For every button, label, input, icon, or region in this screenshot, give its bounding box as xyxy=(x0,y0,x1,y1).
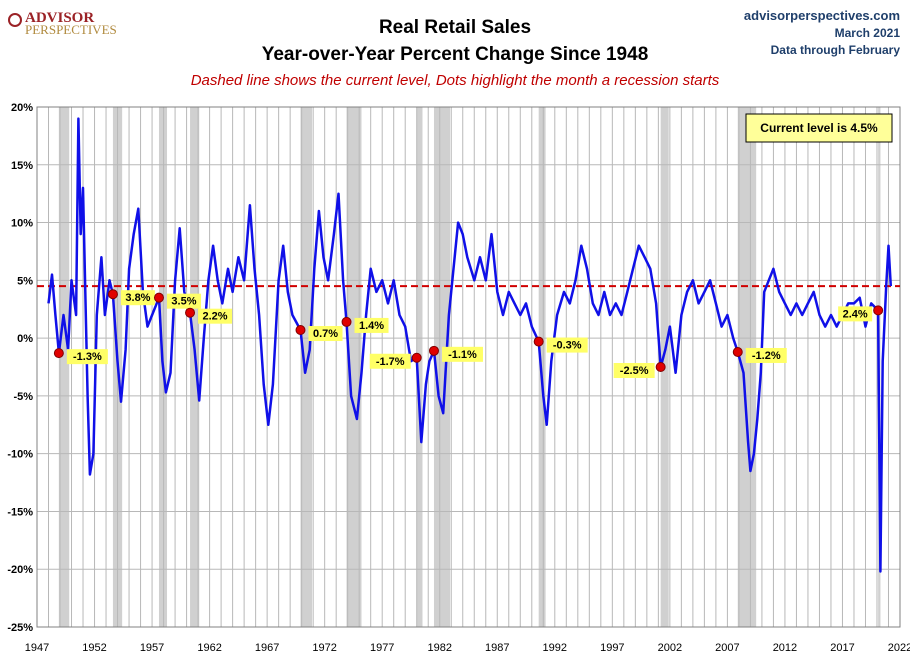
y-tick-label: -25% xyxy=(7,622,33,634)
series-line xyxy=(47,117,893,573)
recession-label-bg xyxy=(369,353,411,369)
recession-start-label: -1.3% xyxy=(73,351,102,363)
recession-start-label: -1.1% xyxy=(448,349,477,361)
y-tick-label: -20% xyxy=(7,564,33,576)
recession-start-dot xyxy=(107,289,118,300)
chart-note: Dashed line shows the current level, Dot… xyxy=(191,72,720,89)
recession-start-dot xyxy=(153,292,164,303)
recession-start-dot xyxy=(411,352,422,363)
x-axis: 1947 1952 1957 1962 1967 1972 1977 1982 1987 1992… xyxy=(25,642,910,654)
recession-start-label: -0.3% xyxy=(553,340,582,352)
recession-start-dot xyxy=(428,345,439,356)
recession-bands xyxy=(58,107,881,627)
x-tick-label: 2012 xyxy=(773,642,797,654)
recession-start-dots: -1.3% 3.8% 3.5% 2.2% 0.7% 1.4% -1.7% -1.1% -0.3%… xyxy=(53,289,884,378)
recession-start-dot xyxy=(873,305,884,316)
x-tick-label: 1972 xyxy=(312,642,336,654)
x-tick-label: 2002 xyxy=(658,642,682,654)
recession-start-dot xyxy=(533,336,544,347)
x-tick-label: 1952 xyxy=(82,642,106,654)
recession-band-5 xyxy=(346,107,362,627)
recession-start-label: 2.4% xyxy=(843,308,868,320)
logo-top: ADVISOR xyxy=(25,10,94,26)
plot-frame xyxy=(36,106,901,628)
recession-band-10 xyxy=(737,107,757,627)
recession-label-bg xyxy=(441,346,483,362)
current-level-text: Current level is 4.5% xyxy=(760,121,878,135)
y-tick-label: 20% xyxy=(11,102,33,114)
recession-band-0 xyxy=(58,107,70,627)
recession-start-label: 0.7% xyxy=(313,328,338,340)
recession-start-label: -1.2% xyxy=(752,350,781,362)
recession-start-label: -2.5% xyxy=(620,365,649,377)
recession-label-bg xyxy=(166,293,201,309)
recession-start-label: 2.2% xyxy=(202,311,227,323)
x-tick-label: 1967 xyxy=(255,642,279,654)
recession-band-6 xyxy=(416,107,423,627)
recession-start-dot xyxy=(655,362,666,372)
recession-start-dot xyxy=(341,316,352,327)
recession-start-label: 3.8% xyxy=(125,292,150,304)
logo-bottom: PERSPECTIVES xyxy=(25,22,117,37)
y-tick-label: 15% xyxy=(11,160,33,172)
recession-start-label: 3.5% xyxy=(171,296,196,308)
x-tick-label: 2007 xyxy=(715,642,739,654)
recession-label-bg xyxy=(546,337,588,353)
y-tick-label: 5% xyxy=(17,275,33,287)
x-tick-label: 1947 xyxy=(25,642,49,654)
recession-label-bg xyxy=(120,290,155,306)
chart-title-line2: Year-over-Year Percent Change Since 1948 xyxy=(262,44,649,65)
recession-start-dot xyxy=(185,307,196,318)
x-tick-label: 1982 xyxy=(427,642,451,654)
recession-label-bg xyxy=(613,363,655,378)
logo: ADVISOR PERSPECTIVES xyxy=(8,10,117,37)
x-tick-label: 1987 xyxy=(485,642,509,654)
x-tick-label: 1992 xyxy=(543,642,567,654)
y-tick-label: -5% xyxy=(13,391,33,403)
recession-label-bg xyxy=(308,326,343,342)
recession-band-8 xyxy=(538,107,546,627)
recession-start-label: 1.4% xyxy=(359,320,384,332)
current-level-box: Current level is 4.5% xyxy=(745,113,893,143)
y-axis: 20% 15% 10% 5% 0% -5% -10% -15% -20% -25% xyxy=(7,102,33,634)
x-tick-label: 2022 xyxy=(888,642,910,654)
site-label: advisorperspectives.com xyxy=(744,8,900,23)
x-tick-label: 1962 xyxy=(197,642,221,654)
recession-start-label: -1.7% xyxy=(376,356,405,368)
date-label: March 2021 xyxy=(835,26,901,40)
recession-start-dot xyxy=(53,348,64,359)
recession-label-bg xyxy=(198,308,233,324)
y-tick-label: -10% xyxy=(7,449,33,461)
chart-title-line1: Real Retail Sales xyxy=(379,17,531,38)
recession-label-bg xyxy=(66,349,108,365)
x-tick-label: 1957 xyxy=(140,642,164,654)
y-tick-label: -15% xyxy=(7,506,33,518)
y-tick-label: 10% xyxy=(11,218,33,230)
recession-start-dot xyxy=(732,346,743,357)
logo-icon xyxy=(8,13,22,27)
recession-label-bg xyxy=(838,306,873,322)
x-tick-label: 1977 xyxy=(370,642,394,654)
x-tick-label: 1997 xyxy=(600,642,624,654)
recession-band-3 xyxy=(190,107,200,627)
recession-label-bg xyxy=(354,317,389,333)
recession-band-7 xyxy=(433,107,451,627)
recession-start-dot xyxy=(295,325,306,336)
x-tick-label: 2017 xyxy=(830,642,854,654)
data-through-label: Data through February xyxy=(771,43,901,57)
y-tick-label: 0% xyxy=(17,333,33,345)
recession-label-bg xyxy=(745,347,787,363)
